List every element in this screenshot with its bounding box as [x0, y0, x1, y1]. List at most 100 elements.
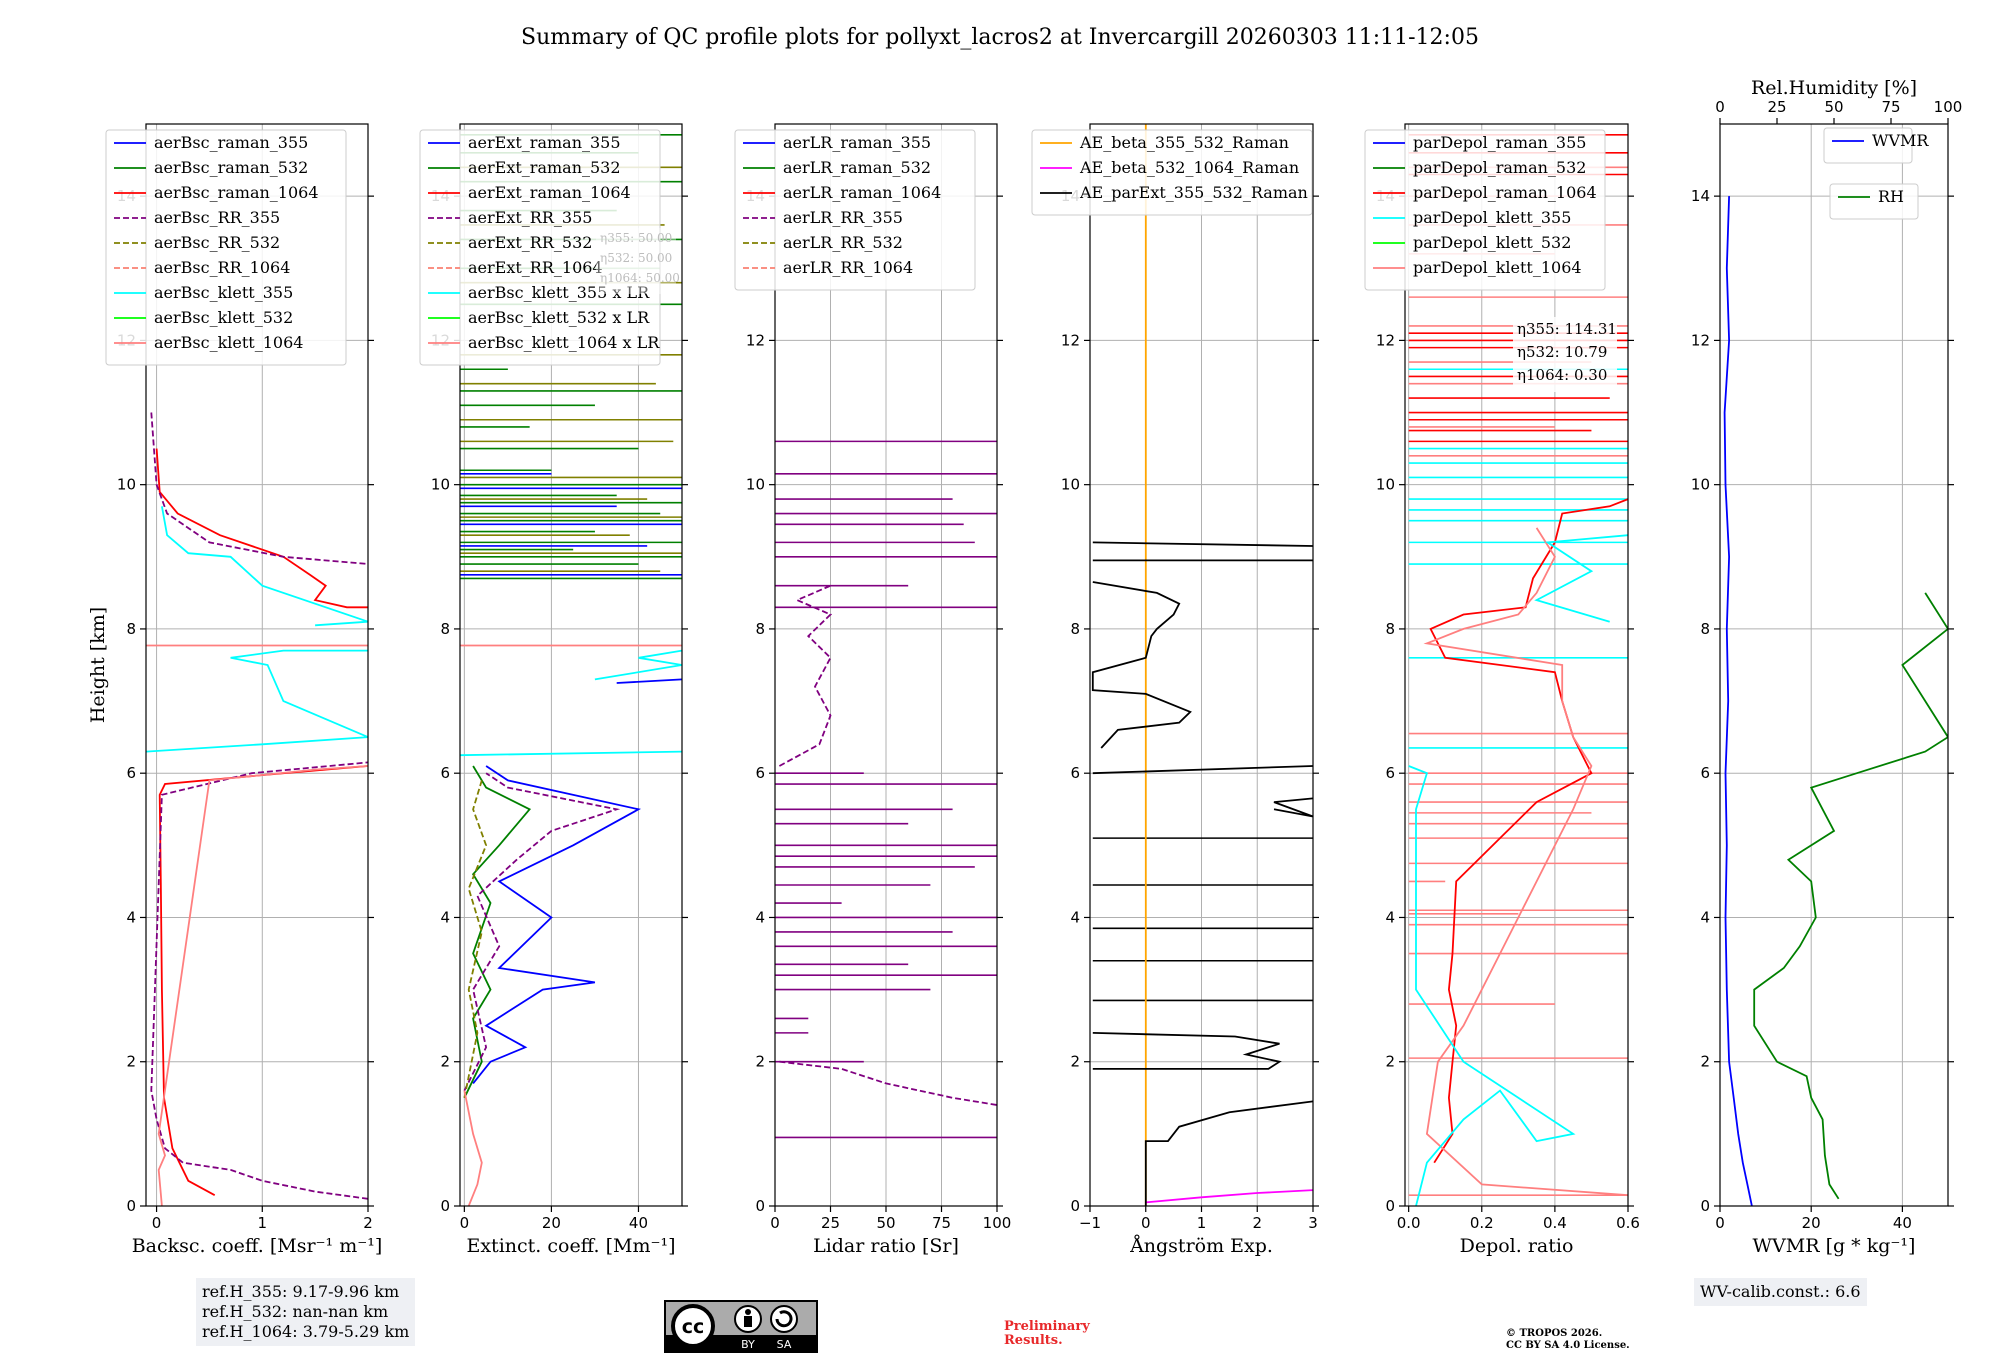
series-aerExt_RR_355 — [463, 772, 621, 1092]
reference-height-box: ref.H_355: 9.17-9.96 km ref.H_532: nan-n… — [196, 1278, 416, 1346]
axes-frame — [1719, 123, 1949, 1207]
legend-label: aerBsc_raman_532 — [154, 158, 308, 177]
axes-frame — [1404, 123, 1629, 1207]
legend-label: aerBsc_raman_355 — [154, 133, 308, 152]
plot-area — [775, 440, 997, 1139]
ref-h-1064: ref.H_1064: 3.79-5.29 km — [202, 1322, 410, 1341]
series-RH — [1753, 592, 1948, 1200]
legend-ae: AE_beta_355_532_Raman AE_beta_532_1064_Ra… — [1031, 129, 1313, 216]
x-tick-label: 40 — [629, 1214, 648, 1232]
x-tick-label: 20 — [1802, 1214, 1821, 1232]
legend-label: aerLR_RR_532 — [783, 233, 903, 252]
legend-label: aerExt_raman_1064 — [468, 183, 631, 202]
y-tick-label: 2 — [1700, 1053, 1710, 1071]
series-aerBsc_RR_355_upper — [150, 412, 368, 565]
ref-h-355: ref.H_355: 9.17-9.96 km — [202, 1282, 400, 1301]
wv-calib-box: WV-calib.const.: 6.6 — [1694, 1278, 1867, 1306]
legend-label: aerBsc_klett_532 — [154, 308, 293, 327]
y-tick-label: 0 — [126, 1197, 136, 1215]
wv-calib-const: WV-calib.const.: 6.6 — [1700, 1282, 1861, 1301]
legend-ext: aerExt_raman_355 aerExt_raman_532 aerExt_r… — [419, 129, 661, 366]
x-tick-label: 0 — [1141, 1214, 1151, 1232]
y-tick-label: 4 — [1385, 908, 1395, 926]
legend-label: aerBsc_klett_355 — [154, 283, 293, 302]
x-axis-label: Depol. ratio — [1460, 1235, 1574, 1257]
y-tick-label: 10 — [1061, 476, 1080, 494]
legend-box — [105, 129, 347, 366]
legend-label: aerExt_RR_532 — [468, 233, 592, 252]
series-AE_parExt_top2 — [1092, 541, 1313, 547]
y-tick-label: 6 — [126, 764, 136, 782]
series-aerExt_raman_355 — [472, 765, 642, 1084]
x-tick-label: 0 — [1715, 1214, 1725, 1232]
x-tick-label: 50 — [876, 1214, 895, 1232]
x-tick-label: 0 — [460, 1214, 470, 1232]
legend-wvmr: WVMR — [1823, 127, 1929, 164]
legend-label: AE_beta_355_532_Raman — [1079, 133, 1289, 152]
legend-depol: parDepol_raman_355 parDepol_raman_532 parD… — [1364, 129, 1606, 291]
y-tick-label: 10 — [1691, 476, 1710, 494]
legend-label: aerBsc_klett_1064 — [154, 333, 303, 352]
x-tick-label: 1 — [258, 1214, 268, 1232]
eta-label: η1064: 0.30 — [1517, 366, 1607, 384]
cc-icon — [671, 1304, 715, 1348]
x-tick-label: 0 — [152, 1214, 162, 1232]
legend-box — [419, 129, 661, 366]
x-tick-label: 100 — [983, 1214, 1012, 1232]
y-tick-label: 12 — [1691, 331, 1710, 349]
panels: 01202468101214Backsc. coeff. [Msr⁻¹ m⁻¹]… — [87, 77, 1962, 1257]
top-x-tick-label: 100 — [1934, 98, 1963, 116]
panel-ae: −1012302468101214Ångström Exp.AE_beta_35… — [1031, 123, 1319, 1257]
y-tick-label: 4 — [1070, 908, 1080, 926]
top-x-tick-label: 0 — [1715, 98, 1725, 116]
legend-label: aerLR_raman_532 — [783, 158, 931, 177]
by-label: BY — [741, 1338, 755, 1351]
axes-frame — [459, 123, 683, 1207]
y-tick-label: 6 — [1700, 764, 1710, 782]
series-aerBsc_klett_1064_x_LR — [463, 1090, 483, 1206]
y-tick-label: 2 — [755, 1053, 765, 1071]
y-tick-label: 6 — [1070, 764, 1080, 782]
ref-h-532: ref.H_532: nan-nan km — [202, 1302, 389, 1321]
y-tick-label: 10 — [746, 476, 765, 494]
panel-bsc: 01202468101214Backsc. coeff. [Msr⁻¹ m⁻¹]… — [87, 123, 382, 1257]
series-aerExt_RR_532 — [463, 780, 488, 1098]
eta-label: η1064: 50.00 — [600, 271, 680, 285]
y-tick-label: 10 — [117, 476, 136, 494]
legend-label: AE_beta_532_1064_Raman — [1079, 158, 1299, 177]
legend-label: aerExt_RR_355 — [468, 208, 592, 227]
panel-ext: 0204002468101214Extinct. coeff. [Mm⁻¹]ae… — [419, 123, 688, 1257]
legend-box — [1829, 183, 1919, 220]
plot-area — [146, 412, 368, 1206]
series-aerBsc_raman_1064_upper — [155, 448, 368, 609]
legend-label: parDepol_raman_355 — [1413, 133, 1586, 152]
y-tick-label: 8 — [1070, 620, 1080, 638]
x-tick-label: 3 — [1308, 1214, 1318, 1232]
legend-label: aerBsc_raman_1064 — [154, 183, 319, 202]
x-tick-label: −1 — [1079, 1214, 1101, 1232]
series-aerBsc_klett_355_x_LR — [460, 750, 682, 757]
plot-area — [1723, 196, 1948, 1206]
series-aerExt_raman_355_b — [616, 678, 682, 684]
y-tick-label: 8 — [1700, 620, 1710, 638]
top-x-tick-label: 75 — [1881, 98, 1900, 116]
legend-label: aerLR_raman_355 — [783, 133, 931, 152]
x-axis-label: Lidar ratio [Sr] — [813, 1235, 959, 1257]
y-tick-label: 14 — [1691, 187, 1710, 205]
y-tick-label: 0 — [1385, 1197, 1395, 1215]
sa-label: SA — [777, 1338, 792, 1351]
series-parDepol_klett_1064 — [1423, 527, 1628, 1197]
series-aerBsc_klett_1064 — [157, 765, 368, 1206]
series-parDepol_klett_355_upper — [1534, 534, 1628, 623]
preliminary-results-note: Preliminary Results. — [1004, 1320, 1090, 1348]
y-tick-label: 10 — [1376, 476, 1395, 494]
series-aerBsc_klett_355_upper — [161, 506, 368, 627]
y-tick-label: 2 — [1385, 1053, 1395, 1071]
cc-license-badge: cc BY SA — [664, 1300, 818, 1353]
panel-depol: 0.00.20.40.602468101214Depol. ratioparDe… — [1364, 123, 1640, 1257]
cc-icon-text: cc — [682, 1316, 705, 1338]
cc-badge-graphic: cc BY SA — [666, 1302, 816, 1351]
y-tick-label: 0 — [1700, 1197, 1710, 1215]
x-tick-label: 40 — [1893, 1214, 1912, 1232]
y-tick-label: 6 — [755, 764, 765, 782]
